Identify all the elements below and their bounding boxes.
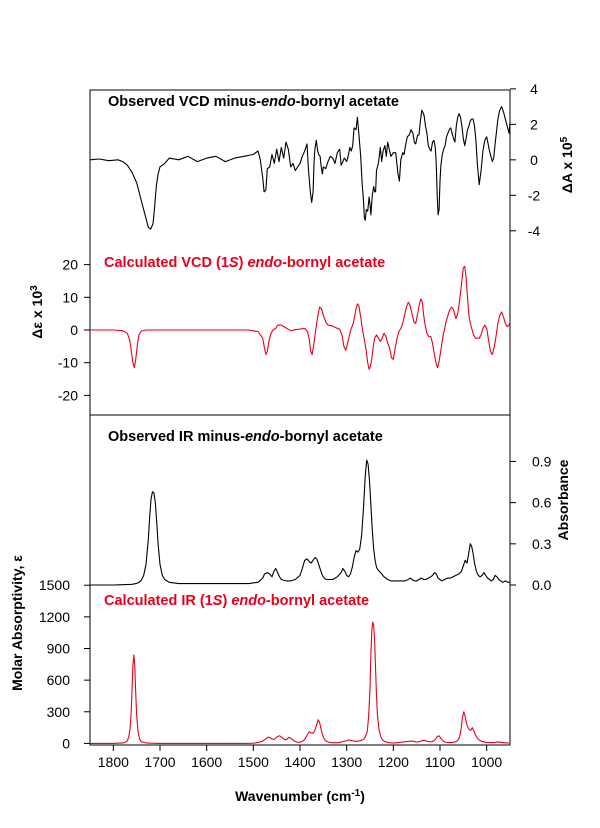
x-tick-label: 1600 bbox=[191, 754, 222, 770]
calculated-vcd-y-tick-label: -20 bbox=[58, 387, 78, 403]
calculated-ir-y-tick-label: 1500 bbox=[39, 577, 70, 593]
observed-vcd-y-axis-title: ΔA x 105 bbox=[559, 136, 576, 193]
x-tick-label: 1200 bbox=[378, 754, 409, 770]
top-plot-frame bbox=[89, 89, 511, 416]
x-tick-label: 1000 bbox=[471, 754, 502, 770]
observed-ir-y-tick-label: 0.0 bbox=[532, 577, 552, 593]
observed-ir-title: Observed IR minus-endo-bornyl acetate bbox=[108, 429, 383, 445]
observed-ir-y-axis-title: Absorbance bbox=[555, 459, 571, 540]
calculated-ir-trace bbox=[90, 621, 510, 744]
observed-ir-y-tick-label: 0.3 bbox=[532, 536, 552, 552]
calculated-vcd-y-tick-label: 10 bbox=[62, 289, 78, 305]
calculated-ir-y-tick-label: 0 bbox=[62, 735, 70, 751]
x-tick-label: 1500 bbox=[238, 754, 269, 770]
calculated-ir-y-tick-label: 300 bbox=[47, 704, 71, 720]
observed-vcd-y-tick-label: 0 bbox=[530, 152, 538, 168]
calculated-vcd-y-tick-label: 20 bbox=[62, 257, 78, 273]
observed-vcd-y-tick-label: -2 bbox=[528, 187, 541, 203]
calculated-ir-y-tick-label: 600 bbox=[47, 672, 71, 688]
calculated-vcd-y-tick-label: -10 bbox=[58, 355, 78, 371]
bottom-plot-frame bbox=[89, 414, 511, 746]
traces-layer bbox=[89, 106, 511, 744]
calculated-vcd-title: Calculated VCD (1S) endo-bornyl acetate bbox=[104, 255, 385, 271]
calculated-ir-title: Calculated IR (1S) endo-bornyl acetate bbox=[104, 593, 369, 609]
x-tick-label: 1400 bbox=[284, 754, 315, 770]
x-axis-title: Wavenumber (cm-1) bbox=[235, 788, 365, 805]
observed-ir-y-tick-label: 0.9 bbox=[532, 453, 552, 469]
observed-vcd-title: Observed VCD minus-endo-bornyl acetate bbox=[108, 94, 399, 110]
x-tick-label: 1700 bbox=[144, 754, 175, 770]
calculated-vcd-trace bbox=[90, 265, 511, 370]
titles-layer: Observed VCD minus-endo-bornyl acetate Ca… bbox=[104, 94, 399, 609]
calculated-ir-y-tick-label: 900 bbox=[47, 640, 71, 656]
x-tick-label: 1300 bbox=[331, 754, 362, 770]
observed-vcd-y-tick-label: 4 bbox=[530, 81, 538, 97]
observed-vcd-y-tick-label: 2 bbox=[530, 116, 538, 132]
calculated-ir-y-axis-title: Molar Absorptivity, ε bbox=[9, 555, 25, 691]
observed-vcd-trace bbox=[89, 106, 511, 230]
calculated-vcd-y-axis-title: Δε x 103 bbox=[29, 285, 46, 339]
observed-ir-y-tick-label: 0.6 bbox=[532, 495, 552, 511]
x-tick-label: 1800 bbox=[98, 754, 129, 770]
x-tick-label: 1100 bbox=[425, 754, 455, 770]
calculated-ir-y-tick-label: 1200 bbox=[39, 609, 70, 625]
calculated-vcd-y-tick-label: 0 bbox=[70, 322, 78, 338]
observed-ir-trace bbox=[90, 459, 510, 586]
observed-vcd-y-tick-label: -4 bbox=[528, 223, 541, 239]
